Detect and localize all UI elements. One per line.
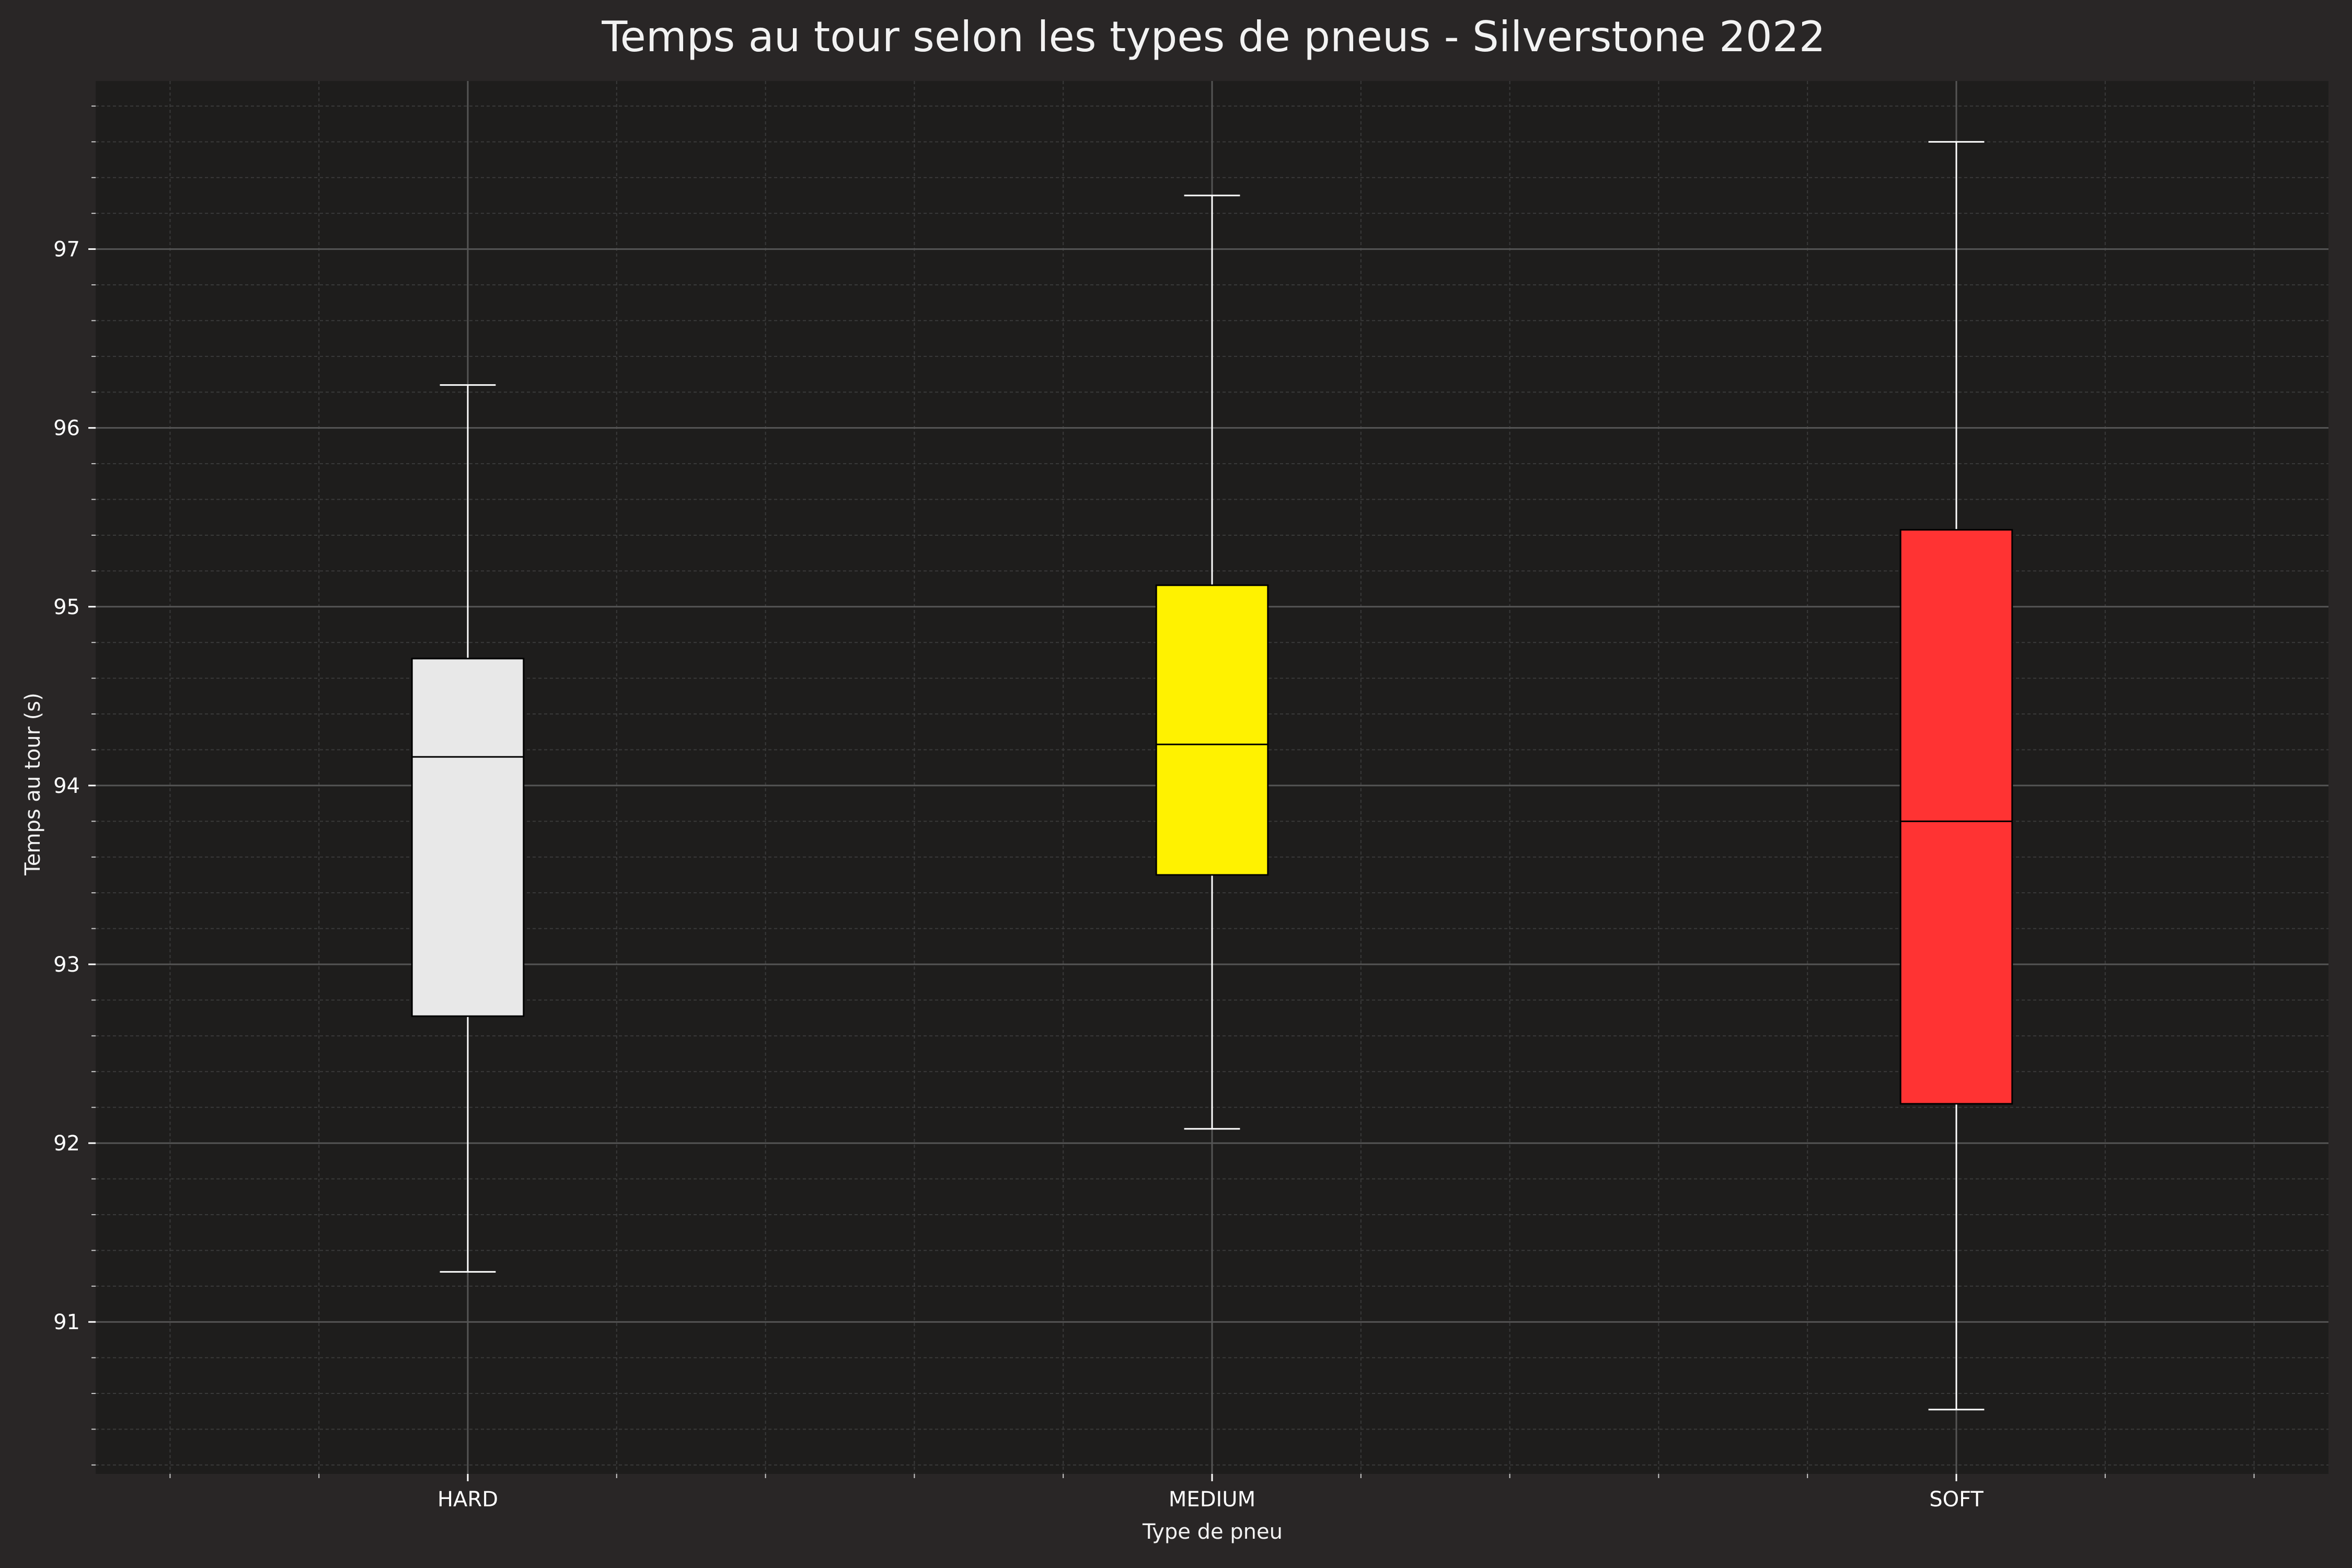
y-tick-label: 95 xyxy=(53,595,80,619)
y-tick-label: 94 xyxy=(53,774,80,798)
chart-title: Temps au tour selon les types de pneus -… xyxy=(601,13,1825,61)
x-tick-label: SOFT xyxy=(1929,1488,1984,1512)
y-tick-label: 97 xyxy=(53,238,80,262)
box-medium xyxy=(1155,194,1269,1130)
y-axis-label: Temps au tour (s) xyxy=(21,693,45,875)
x-axis-label: Type de pneu xyxy=(1142,1520,1283,1544)
x-tick-label: MEDIUM xyxy=(1169,1488,1255,1512)
box-body xyxy=(411,658,525,1017)
y-tick-label: 96 xyxy=(53,417,80,441)
box-soft xyxy=(1899,141,2013,1411)
box-body xyxy=(1899,529,2013,1105)
y-tick-label: 91 xyxy=(53,1310,80,1334)
boxes xyxy=(411,141,2013,1411)
box-hard xyxy=(411,384,525,1273)
y-tick-label: 93 xyxy=(53,953,80,977)
axis-ticks: 91 92 93 94 95 96 97 HARD MEDIUM SOFT xyxy=(53,105,2255,1512)
box-body xyxy=(1155,584,1269,876)
y-tick-label: 92 xyxy=(53,1132,80,1156)
x-tick-label: HARD xyxy=(437,1488,498,1512)
